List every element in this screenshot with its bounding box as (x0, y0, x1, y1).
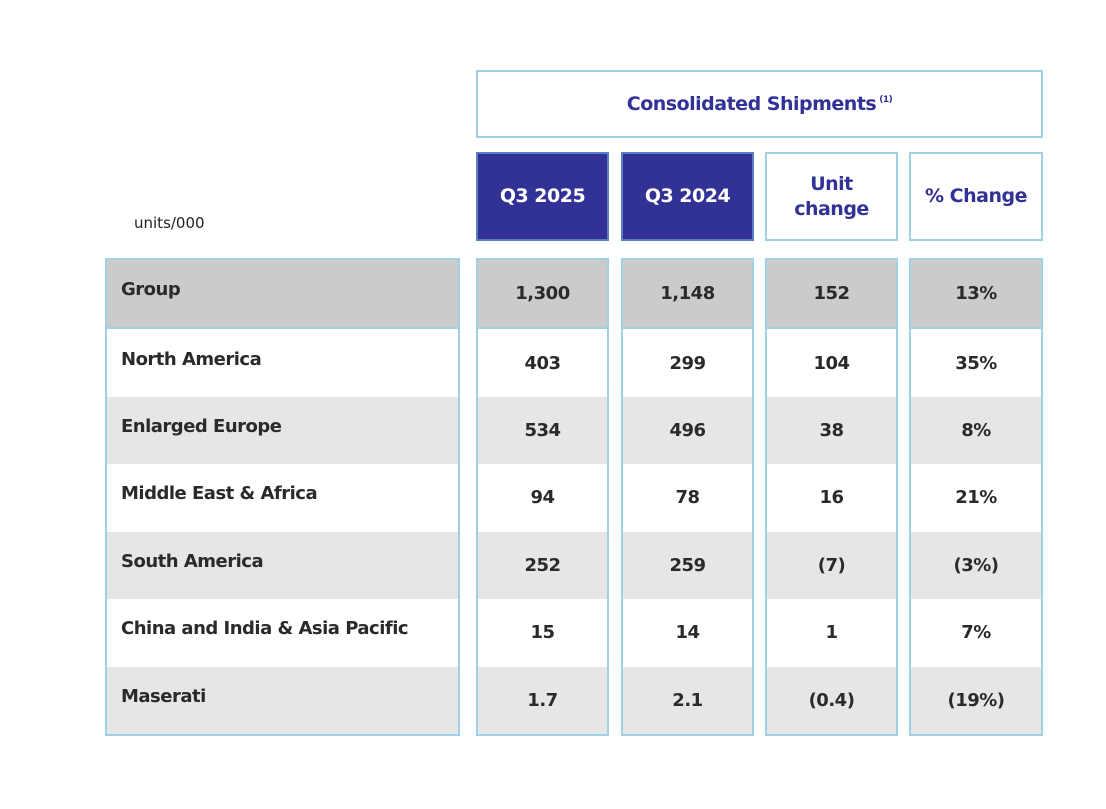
row-label: Middle East & Africa (107, 464, 458, 532)
units-label: units/000 (134, 214, 205, 232)
column-header-q3-2025: Q3 2025 (476, 152, 609, 241)
table-cell: 259 (623, 531, 752, 600)
title-text: Consolidated Shipments (626, 93, 877, 115)
table-cell: 8% (911, 396, 1041, 465)
table-cell: (19%) (911, 666, 1041, 734)
table-cell: 534 (478, 396, 607, 465)
row-label: Maserati (107, 666, 458, 734)
table-cell: 299 (623, 329, 752, 397)
table-cell: 1,148 (623, 260, 752, 330)
table-cell: 1 (767, 599, 896, 667)
table-cell: 14 (623, 599, 752, 667)
table-title: Consolidated Shipments (1) (476, 70, 1043, 138)
table-cell: 1,300 (478, 260, 607, 330)
row-label: Group (107, 260, 458, 330)
title-footnote: (1) (879, 95, 893, 105)
table-cell: 94 (478, 464, 607, 532)
table-cell: 403 (478, 329, 607, 397)
table-cell: 21% (911, 464, 1041, 532)
row-label: South America (107, 531, 458, 600)
row-label: China and India & Asia Pacific (107, 599, 458, 667)
pct-change-column: 13% 35% 8% 21% (3%) 7% (19%) (909, 258, 1043, 736)
table-cell: 104 (767, 329, 896, 397)
table-cell: 252 (478, 531, 607, 600)
table-cell: 496 (623, 396, 752, 465)
column-header-pct-change: % Change (909, 152, 1043, 241)
table-cell: 15 (478, 599, 607, 667)
row-label: Enlarged Europe (107, 396, 458, 465)
table-cell: 78 (623, 464, 752, 532)
q3-2024-column: 1,148 299 496 78 259 14 2.1 (621, 258, 754, 736)
column-header-q3-2024: Q3 2024 (621, 152, 754, 241)
table-cell: 35% (911, 329, 1041, 397)
table-cell: 7% (911, 599, 1041, 667)
table-cell: (7) (767, 531, 896, 600)
table-cell: 38 (767, 396, 896, 465)
column-header-unit-change: Unit change (765, 152, 898, 241)
table-cell: 1.7 (478, 666, 607, 734)
table-cell: 152 (767, 260, 896, 330)
row-label: North America (107, 329, 458, 397)
q3-2025-column: 1,300 403 534 94 252 15 1.7 (476, 258, 609, 736)
table-cell: 16 (767, 464, 896, 532)
unit-change-column: 152 104 38 16 (7) 1 (0.4) (765, 258, 898, 736)
table-cell: (3%) (911, 531, 1041, 600)
row-labels-column: Group North America Enlarged Europe Middle … (105, 258, 460, 736)
table-cell: 13% (911, 260, 1041, 330)
table-cell: (0.4) (767, 666, 896, 734)
table-cell: 2.1 (623, 666, 752, 734)
